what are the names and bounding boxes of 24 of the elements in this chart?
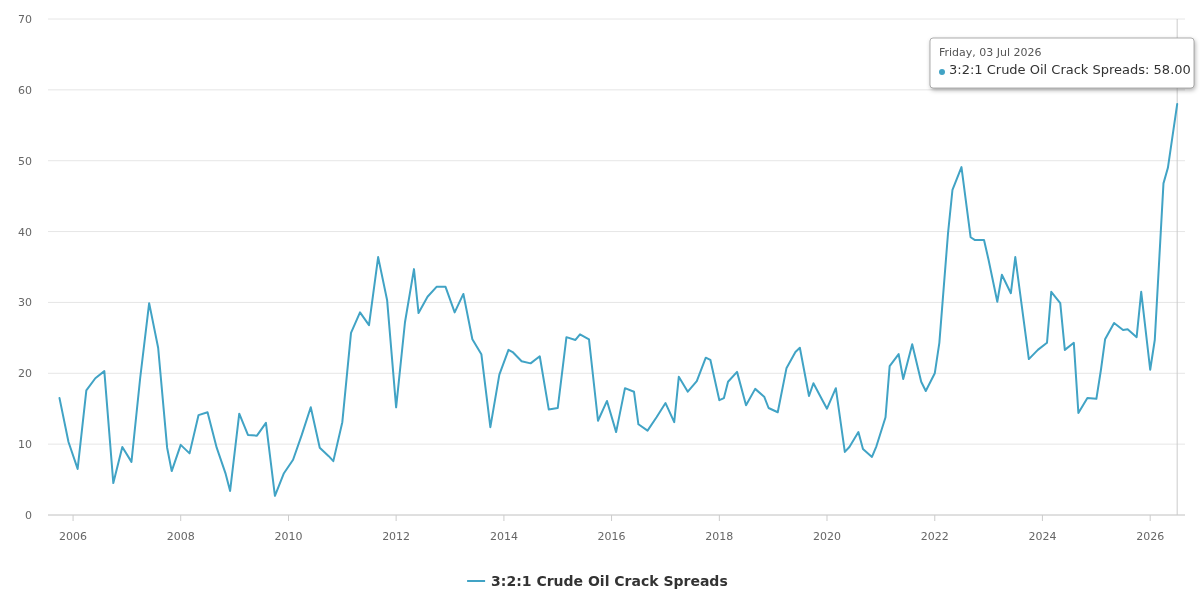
annotation: Friday, 03 Jul 2026 xyxy=(939,46,1042,59)
x-tick-label: 2006 xyxy=(59,530,88,543)
y-tick-label: 30 xyxy=(18,296,32,310)
x-tick-label: 2016 xyxy=(597,530,626,543)
x-tick-label: 2020 xyxy=(812,530,841,543)
x-tick-label: 2018 xyxy=(705,530,734,543)
x-tick-label: 2012 xyxy=(382,530,411,543)
x-tick-label: 2014 xyxy=(489,530,518,543)
y-tick-label: 0 xyxy=(25,509,32,522)
y-tick-label: 60 xyxy=(18,83,32,97)
x-tick-label: 2024 xyxy=(1028,530,1057,543)
x-tick-label: 2008 xyxy=(166,530,195,543)
y-tick-label: 70 xyxy=(18,13,32,26)
y-tick-label: 50 xyxy=(18,154,32,168)
tooltip: Friday, 03 Jul 2026 3:2:1 Crude Oil Crack Spreads: 58.00 xyxy=(929,37,1195,89)
y-tick-label: 10 xyxy=(18,438,32,452)
y-tick-label: 40 xyxy=(18,225,32,239)
annotation: 3:2:1 Crude Oil Crack Spreads: 58.00 xyxy=(949,62,1191,77)
y-tick-label: 20 xyxy=(18,367,32,381)
x-tick-label: 2022 xyxy=(920,530,949,543)
x-tick-label: 2010 xyxy=(274,530,303,543)
line-series xyxy=(58,103,1179,497)
x-tick-label: 2026 xyxy=(1136,530,1165,543)
legend-label: 3:2:1 Crude Oil Crack Spreads xyxy=(491,573,728,589)
